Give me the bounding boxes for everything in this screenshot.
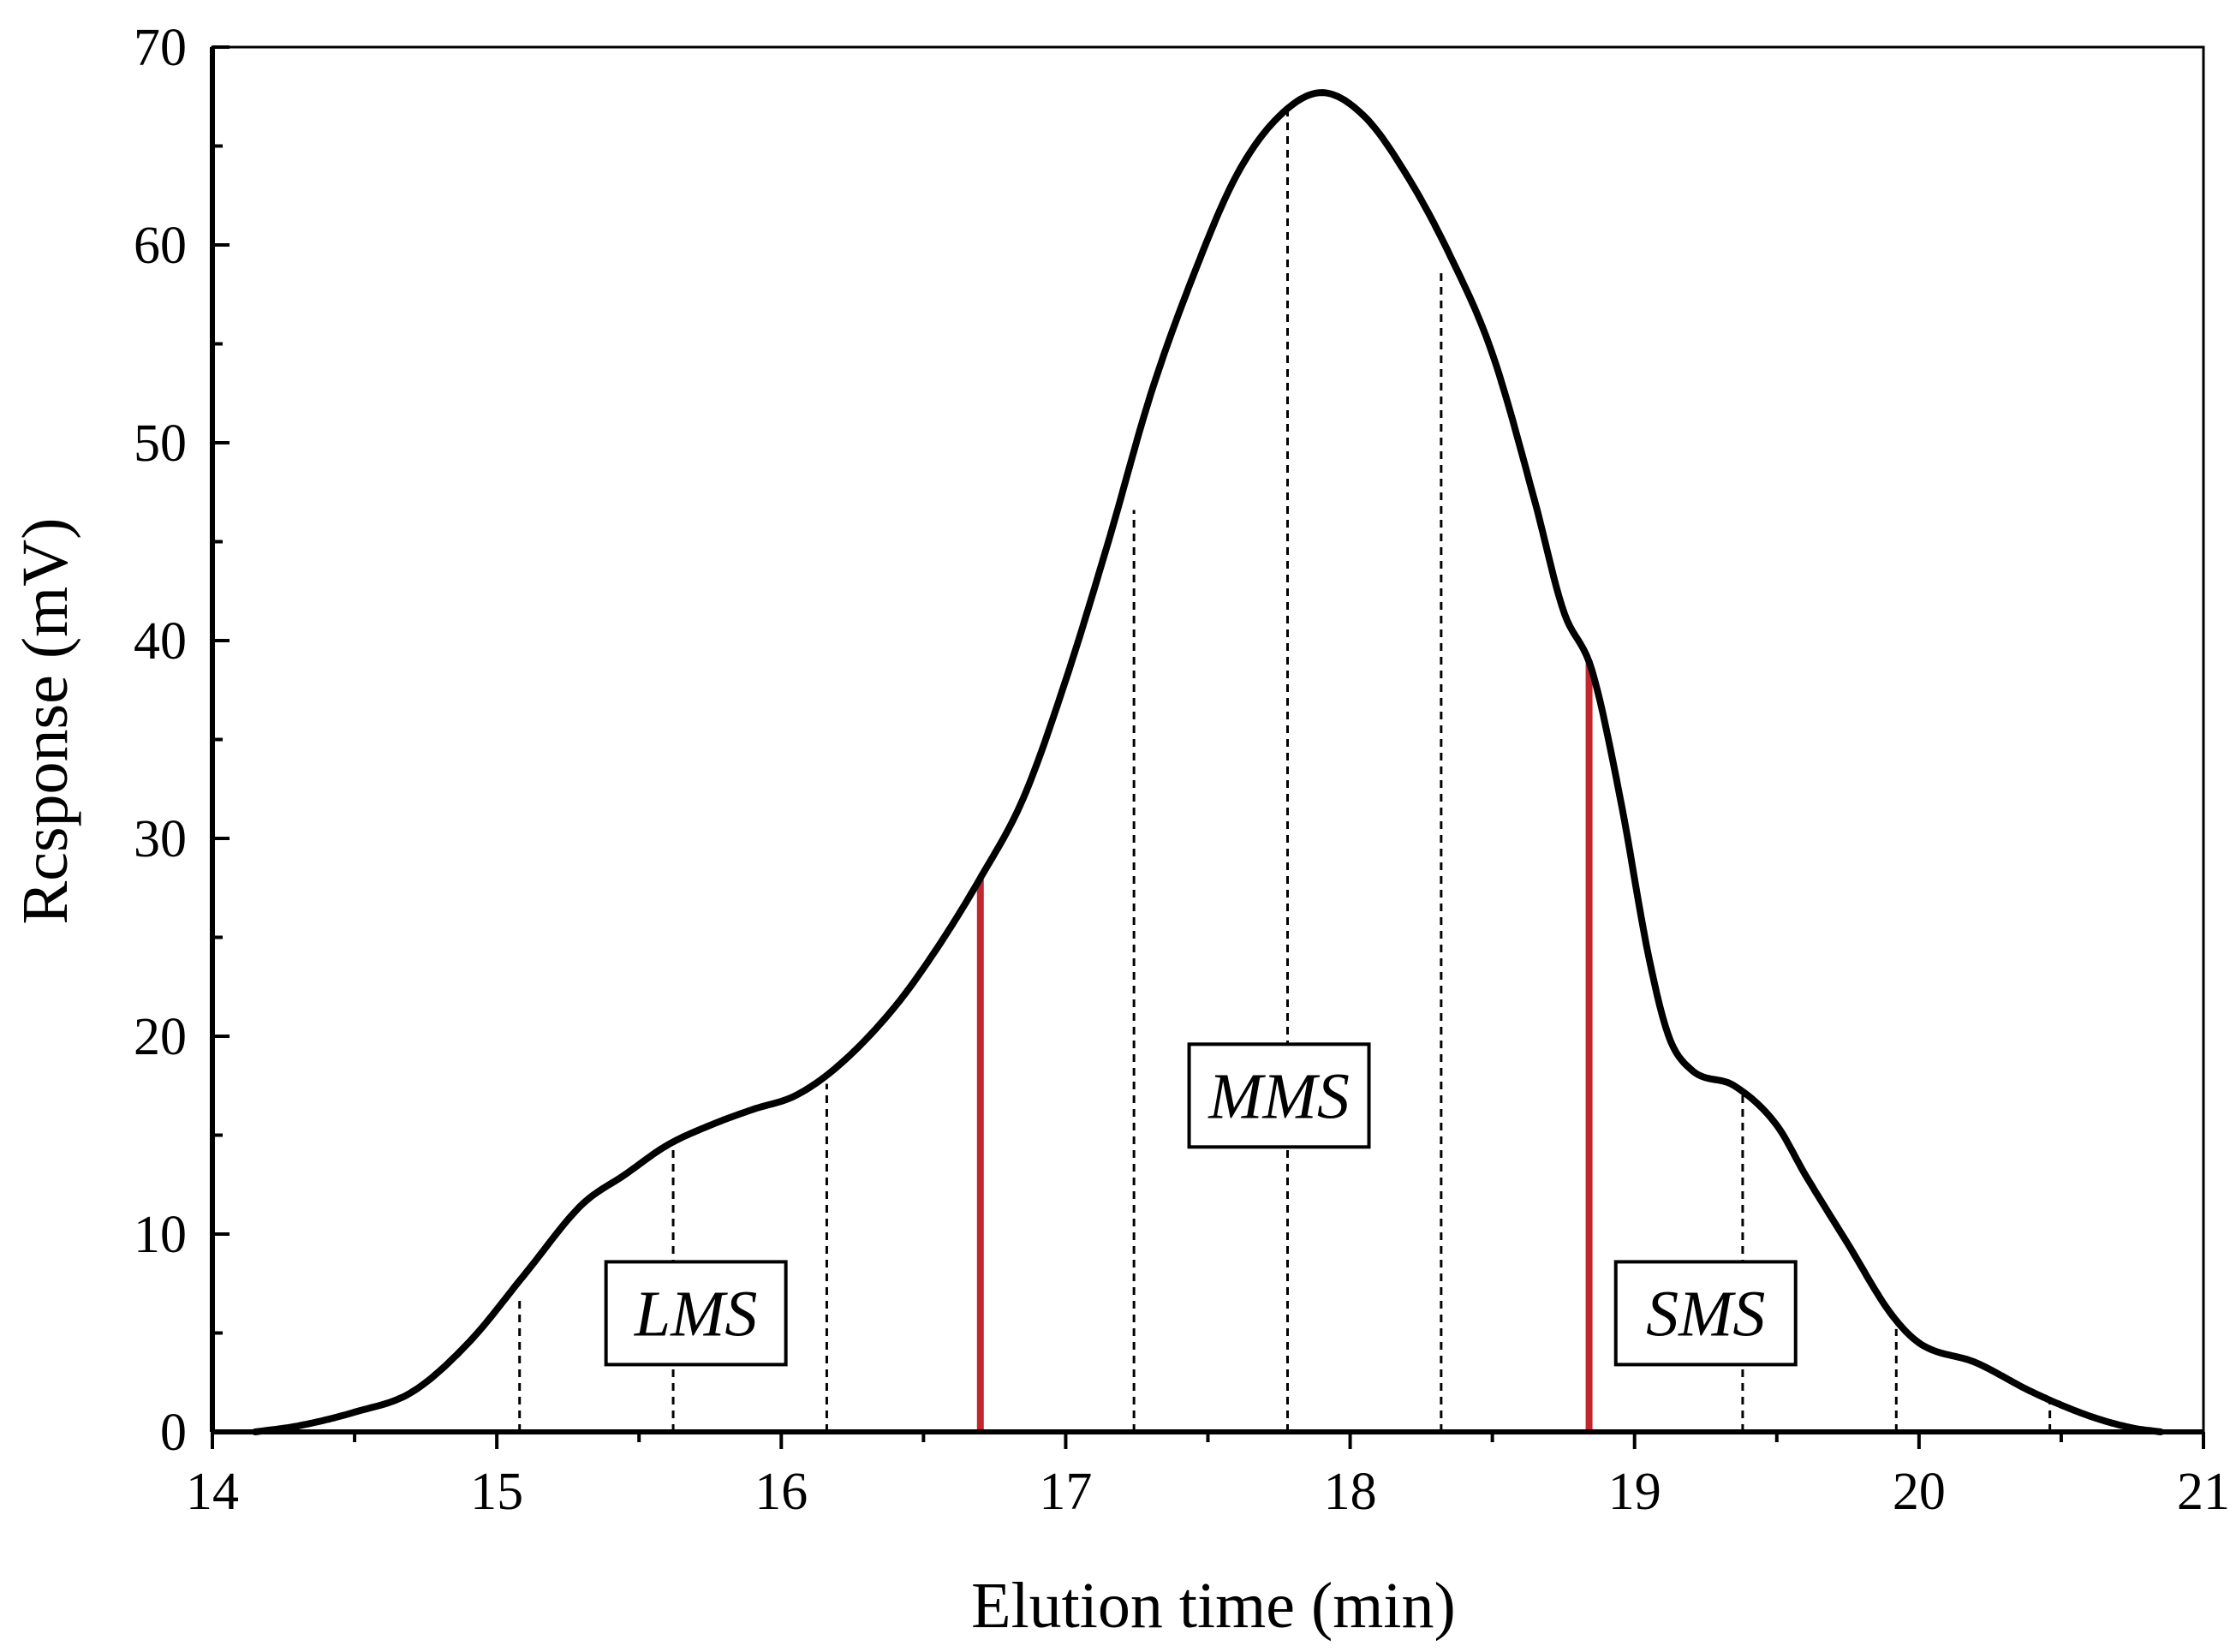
y-tick-label: 20 [134,1008,187,1066]
response-series [251,89,2165,1435]
response-curve [251,89,2165,1435]
x-tick-label: 17 [1039,1463,1092,1521]
y-tick-label: 40 [134,612,187,671]
region-box-mms [1187,1042,1371,1149]
y-tick-label: 10 [134,1206,187,1264]
x-tick-label: 18 [1324,1463,1377,1521]
y-tick-label: 30 [134,810,187,868]
y-tick-label: 0 [160,1404,187,1462]
region-box-lms [604,1260,788,1367]
x-tick-label: 15 [470,1463,523,1521]
region-label-lms: LMS [634,1278,758,1350]
x-tick-label: 16 [754,1463,808,1521]
y-axis-title: Rcsponse (mV) [9,518,81,925]
axis-ticks [211,45,2205,1449]
x-tick-label: 20 [1893,1463,1946,1521]
region-label-mms: MMS [1207,1060,1350,1132]
region-label-sms: SMS [1646,1278,1765,1350]
dashed-markers [518,108,2052,1432]
tick-labels: 14 15 16 17 18 19 20 21 0 10 20 30 40 50 60 70 [134,19,2230,1521]
region-labels: LMS MMS SMS [604,1042,1798,1367]
x-tick-label: 21 [2177,1463,2230,1521]
x-tick-label: 14 [186,1463,239,1521]
fraction-boundaries [976,660,1593,1432]
y-tick-label: 50 [134,414,187,473]
plot-border [211,45,2205,1434]
y-tick-label: 70 [134,19,187,77]
plot-frame [210,45,2205,1434]
region-box-sms [1613,1260,1798,1367]
y-tick-label: 60 [134,217,187,275]
x-tick-label: 19 [1608,1463,1661,1521]
x-axis-title: Elution time (min) [971,1570,1456,1642]
